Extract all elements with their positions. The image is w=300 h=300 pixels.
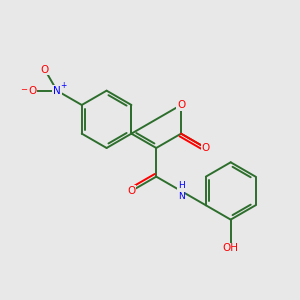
Text: N: N bbox=[53, 86, 61, 96]
Text: O: O bbox=[41, 64, 49, 75]
Text: O: O bbox=[177, 100, 185, 110]
Text: −: − bbox=[20, 85, 27, 94]
Text: O: O bbox=[28, 86, 37, 96]
Text: H
N: H N bbox=[178, 181, 184, 201]
Text: +: + bbox=[60, 81, 67, 90]
Text: O: O bbox=[202, 143, 210, 153]
Text: OH: OH bbox=[223, 243, 239, 253]
Text: O: O bbox=[127, 186, 136, 196]
